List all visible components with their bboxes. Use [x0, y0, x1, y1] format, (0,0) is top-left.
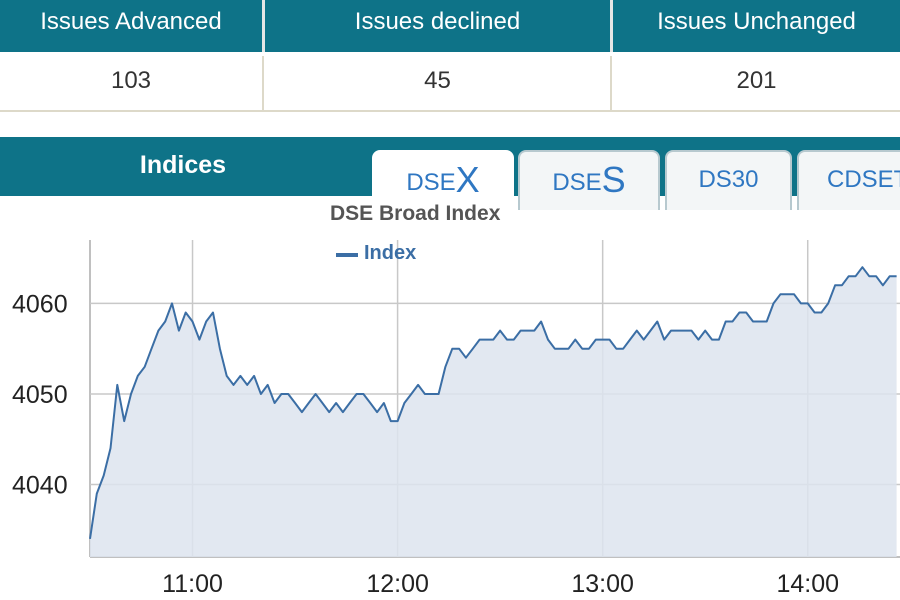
- summary-header-row: Issues Advanced Issues declined Issues U…: [0, 0, 900, 52]
- y-tick-label: 4060: [12, 290, 68, 318]
- x-tick-label: 14:00: [776, 570, 839, 598]
- tab-ds30[interactable]: DS30: [665, 150, 792, 210]
- header-divider: [262, 0, 265, 52]
- cell-divider: [610, 56, 612, 110]
- chart-title: DSE Broad Index: [330, 202, 501, 225]
- index-area-fill: [90, 267, 897, 557]
- x-axis-ticks: 11:00 12:00 13:00 14:00: [162, 570, 839, 598]
- index-series-line: [89, 266, 897, 540]
- y-tick-label: 4040: [12, 472, 68, 500]
- legend-label-index: Index: [364, 242, 417, 264]
- x-tick-label: 11:00: [162, 570, 223, 598]
- index-chart: 4040 4050 4060 11:00 12:00 13:00 14:00: [12, 240, 900, 598]
- value-issues-unchanged: 201: [736, 67, 777, 94]
- header-issues-advanced: Issues Advanced: [40, 8, 222, 35]
- x-tick-label: 12:00: [366, 570, 429, 598]
- value-issues-advanced: 103: [110, 67, 152, 94]
- tab-cdset[interactable]: CDSET: [797, 150, 900, 210]
- value-issues-declined: 45: [424, 67, 451, 94]
- header-divider: [610, 0, 613, 52]
- indices-label: Indices: [139, 151, 227, 179]
- summary-values-row: 103 45 201: [0, 52, 900, 112]
- table-bottom-border: [0, 110, 900, 112]
- header-issues-declined: Issues declined: [354, 8, 521, 35]
- cell-divider: [262, 56, 264, 110]
- tab-dses-prefix: DSE: [552, 169, 602, 196]
- x-tick-label: 13:00: [571, 570, 634, 598]
- y-tick-label: 4050: [12, 381, 68, 409]
- tab-dses-suffix: S: [601, 159, 626, 200]
- y-axis-ticks: 4040 4050 4060: [12, 290, 68, 499]
- tab-dses[interactable]: DSES: [518, 150, 660, 210]
- tab-dsex[interactable]: DSEX: [372, 150, 514, 212]
- header-issues-unchanged: Issues Unchanged: [657, 8, 856, 35]
- legend-swatch: [336, 253, 358, 257]
- tab-dsex-suffix: X: [455, 159, 480, 200]
- tab-dsex-prefix: DSE: [406, 169, 456, 196]
